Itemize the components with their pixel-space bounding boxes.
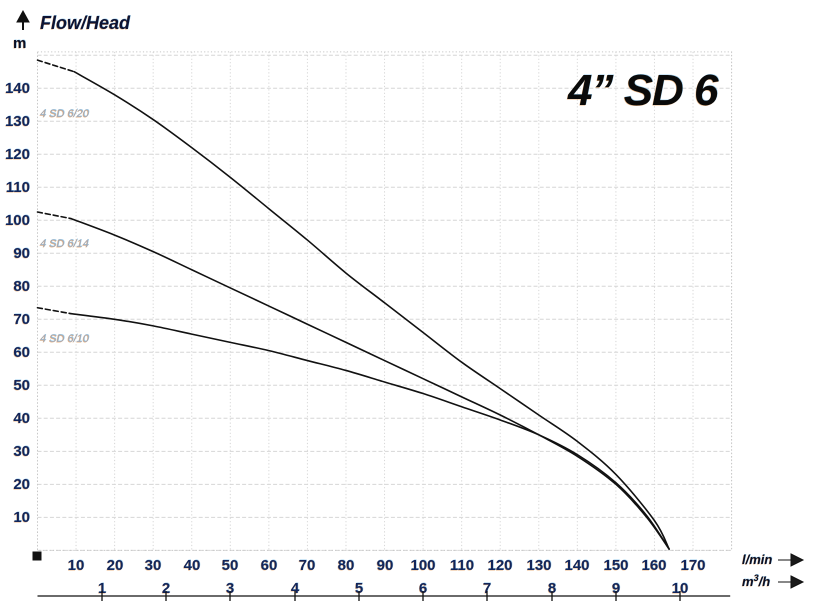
- svg-text:140: 140: [564, 557, 589, 574]
- svg-text:30: 30: [145, 557, 162, 574]
- svg-text:70: 70: [299, 557, 316, 574]
- svg-text:40: 40: [13, 410, 30, 427]
- svg-text:130: 130: [526, 557, 551, 574]
- svg-text:120: 120: [5, 146, 30, 163]
- svg-text:50: 50: [222, 557, 239, 574]
- svg-text:110: 110: [6, 179, 30, 196]
- svg-text:60: 60: [13, 344, 30, 361]
- svg-text:4” SD 6: 4” SD 6: [567, 66, 719, 115]
- svg-text:m3/h: m3/h: [742, 573, 770, 589]
- svg-text:20: 20: [107, 557, 124, 574]
- svg-text:10: 10: [68, 557, 85, 574]
- svg-text:140: 140: [5, 80, 30, 97]
- svg-text:90: 90: [13, 245, 30, 262]
- svg-text:l/min: l/min: [742, 552, 772, 567]
- svg-text:4 SD 6/20: 4 SD 6/20: [40, 108, 90, 120]
- svg-text:130: 130: [5, 113, 30, 130]
- svg-text:50: 50: [13, 377, 30, 394]
- svg-text:80: 80: [338, 557, 355, 574]
- svg-text:100: 100: [410, 557, 435, 574]
- svg-text:100: 100: [5, 212, 30, 229]
- svg-text:10: 10: [13, 509, 30, 526]
- svg-text:4 SD 6/10: 4 SD 6/10: [40, 333, 90, 345]
- svg-text:m: m: [13, 35, 26, 52]
- svg-text:40: 40: [184, 557, 201, 574]
- svg-text:90: 90: [377, 557, 394, 574]
- svg-text:160: 160: [641, 557, 666, 574]
- svg-text:30: 30: [13, 443, 30, 460]
- svg-text:4 SD 6/14: 4 SD 6/14: [40, 238, 89, 250]
- svg-text:80: 80: [13, 278, 30, 295]
- svg-text:20: 20: [13, 476, 30, 493]
- svg-text:120: 120: [487, 557, 512, 574]
- svg-text:150: 150: [603, 557, 628, 574]
- svg-text:70: 70: [13, 311, 30, 328]
- svg-text:Flow/Head: Flow/Head: [40, 13, 131, 33]
- svg-text:60: 60: [261, 557, 278, 574]
- svg-text:170: 170: [680, 557, 705, 574]
- svg-text:110: 110: [450, 557, 474, 574]
